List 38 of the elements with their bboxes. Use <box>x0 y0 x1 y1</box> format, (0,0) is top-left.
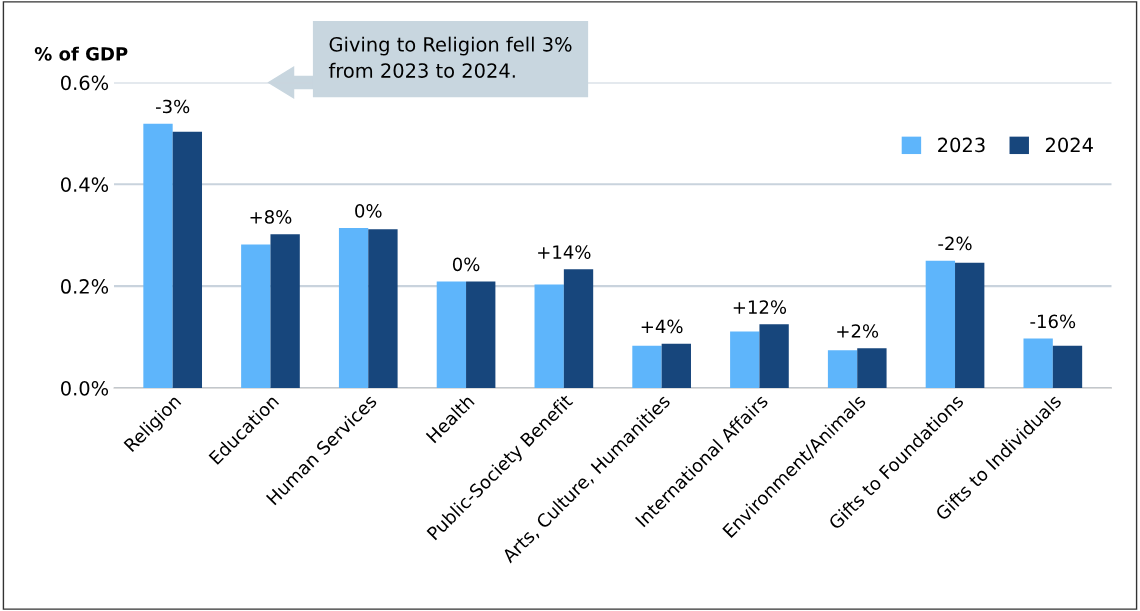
y-tick-label: 0.0% <box>61 380 109 396</box>
annotation: -16% <box>1030 314 1076 329</box>
legend-label: 2024 <box>1045 137 1093 153</box>
annotation: -2% <box>938 236 972 251</box>
bar <box>368 229 398 388</box>
bar <box>632 345 662 388</box>
annotation: -3% <box>155 99 190 114</box>
bar <box>827 350 858 388</box>
text: Giving to Religion fell 3% from 2023 to 2024. <box>328 36 572 78</box>
bar <box>1023 338 1053 388</box>
bar <box>857 348 887 388</box>
annotation: 0% <box>355 204 382 218</box>
y-tick-label: 0.4% <box>61 177 109 192</box>
bar <box>270 234 300 388</box>
legend-label: 2023 <box>938 137 985 153</box>
bar <box>172 131 203 388</box>
bar <box>1052 345 1083 388</box>
bar <box>730 331 760 388</box>
annotation: +4% <box>641 319 683 334</box>
annotation: +8% <box>250 210 292 224</box>
bar <box>955 262 985 388</box>
annotation: +12% <box>733 300 787 314</box>
y-tick-label: 0.2% <box>61 279 109 294</box>
annotation: +2% <box>837 324 879 338</box>
bar <box>563 269 594 388</box>
bar <box>759 324 789 388</box>
bar <box>925 260 956 388</box>
annotation: +14% <box>538 245 591 259</box>
bar <box>466 281 496 388</box>
bar <box>241 244 271 388</box>
bar <box>338 228 369 388</box>
y-tick-label: 0.6% <box>61 75 109 91</box>
bar <box>661 343 691 388</box>
y-axis-title: % of GDP <box>34 46 128 61</box>
bar <box>143 123 173 388</box>
bar <box>436 281 467 388</box>
annotation: 0% <box>452 257 480 272</box>
bar <box>534 284 564 388</box>
